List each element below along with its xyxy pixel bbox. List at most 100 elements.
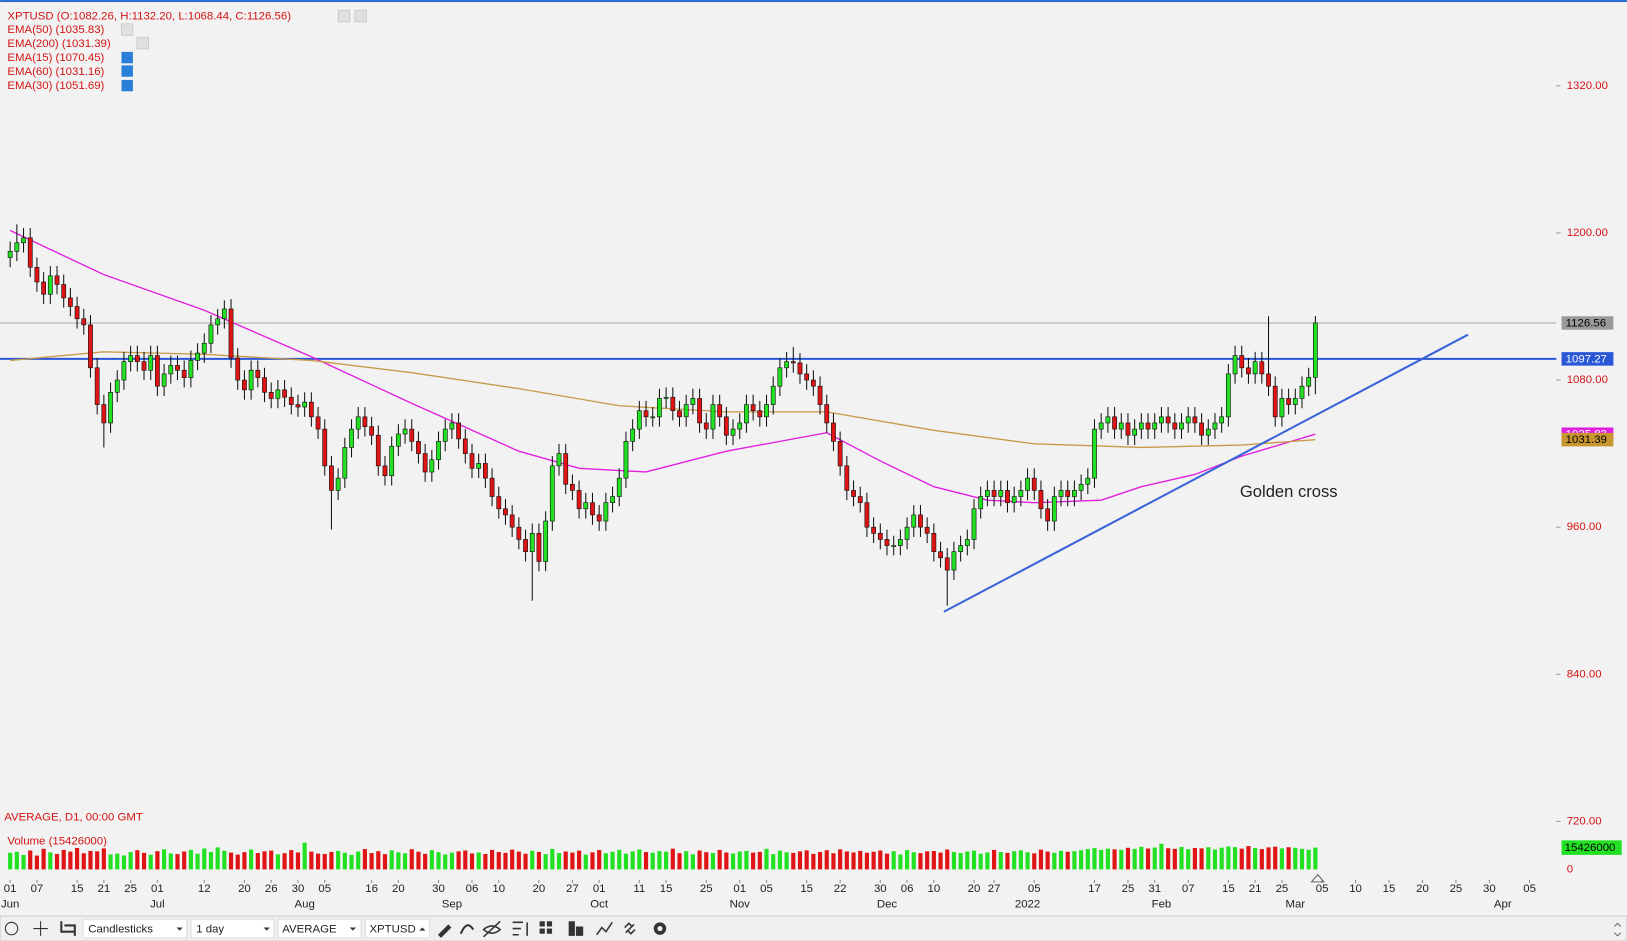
volume-bar — [610, 851, 615, 870]
volume-bar — [1239, 848, 1244, 870]
dropdown-arrow — [349, 927, 356, 931]
price-select[interactable] — [277, 918, 362, 939]
candle-body — [208, 324, 214, 344]
candle-body — [27, 237, 33, 268]
volume-bar — [804, 850, 809, 870]
candle-body — [201, 342, 207, 354]
volume-bar — [998, 852, 1003, 870]
x-tick-label: 30 — [432, 883, 445, 895]
candle-body — [342, 447, 348, 479]
candle-body — [1279, 398, 1285, 418]
volume-bar — [309, 851, 314, 870]
x-tick-label: 15 — [800, 883, 813, 895]
template-button[interactable] — [568, 921, 584, 936]
volume-bar — [945, 849, 950, 870]
volume-bar — [1259, 849, 1264, 870]
candle-body — [88, 324, 93, 369]
volume-bar — [1199, 848, 1204, 870]
candle-body — [703, 422, 709, 430]
toolbar: Candlesticks 1 day AVERAGE XPTUSD — [0, 915, 1627, 941]
volume-bar — [389, 850, 394, 870]
crosshair-button[interactable] — [33, 921, 48, 936]
candle-body — [1225, 373, 1231, 418]
volume-bar — [1099, 849, 1104, 870]
x-tick-label: 21 — [1249, 883, 1262, 895]
volume-bar — [1172, 848, 1177, 870]
symbol-select[interactable] — [364, 918, 431, 939]
crop-button[interactable] — [60, 921, 76, 936]
volume-bar — [115, 853, 120, 870]
candle-body — [590, 502, 595, 516]
x-tick-label: 10 — [928, 883, 941, 895]
candle-body — [1266, 373, 1271, 387]
x-tick-label: 05 — [1028, 883, 1041, 895]
x-tick-label: 30 — [1483, 883, 1496, 895]
candle-body — [489, 477, 495, 497]
candle-body — [1185, 416, 1191, 424]
x-tick-label: 01 — [151, 883, 164, 895]
link-button[interactable] — [624, 922, 636, 935]
hide-button[interactable] — [482, 920, 502, 938]
volume-bar — [1085, 849, 1090, 870]
volume-bar — [664, 851, 669, 870]
candle-body — [1078, 483, 1084, 491]
candle-body — [717, 404, 723, 418]
candle-body — [670, 396, 676, 412]
x-tick-label: 01 — [4, 883, 17, 895]
curve-button[interactable] — [459, 924, 475, 935]
volume-bar — [550, 848, 555, 870]
candle-body — [1192, 416, 1198, 424]
volume-bar — [242, 852, 247, 870]
candle-body — [723, 416, 729, 436]
volume-bar — [349, 854, 354, 870]
candle-body — [1051, 496, 1057, 522]
volume-bar — [891, 851, 896, 870]
month-label: Aug — [295, 899, 315, 911]
x-tick-label: 17 — [1088, 883, 1101, 895]
volume-bar — [958, 853, 963, 870]
volume-bar — [637, 849, 642, 870]
draw-button[interactable] — [437, 924, 452, 938]
candle-body — [871, 526, 876, 534]
candle-body — [1031, 477, 1037, 491]
volume-bar — [1219, 847, 1224, 870]
chart-type-select[interactable] — [82, 918, 188, 939]
indicator-button[interactable] — [596, 921, 613, 936]
candle-body — [1312, 322, 1318, 378]
candle-body — [134, 355, 140, 362]
x-tick-label: 25 — [1122, 883, 1135, 895]
volume-bar — [563, 851, 568, 870]
volume-bar — [791, 852, 796, 870]
sort-button[interactable] — [512, 921, 528, 936]
candle-body — [857, 496, 863, 503]
candle-body — [1085, 477, 1091, 485]
volume-bar — [182, 851, 187, 870]
volume-bar — [965, 851, 970, 870]
candle-body — [262, 377, 267, 393]
candle-body — [1011, 496, 1017, 503]
candle-body — [1152, 422, 1158, 430]
volume-bar — [1293, 847, 1298, 870]
interval-select[interactable] — [190, 918, 275, 939]
interval: 1 day — [196, 924, 224, 936]
info-button[interactable] — [4, 921, 19, 936]
volume-bar — [1139, 846, 1144, 870]
symbol-legend: XPTUSD (O:1082.26, H:1132.20, L:1068.44,… — [7, 11, 291, 23]
volume-bar — [1192, 847, 1197, 870]
scroll-button[interactable] — [1614, 922, 1622, 937]
volume-bar — [623, 853, 629, 870]
candle-body — [603, 502, 609, 522]
volume-bar — [396, 852, 401, 870]
candle-body — [155, 355, 160, 387]
candle-body — [764, 404, 769, 418]
candle-body — [543, 520, 549, 562]
candle-body — [790, 361, 796, 364]
candle-body — [817, 385, 823, 405]
volume-bar — [1212, 849, 1218, 870]
candle-body — [1045, 508, 1051, 522]
candle-body — [148, 355, 154, 371]
month-label: Nov — [730, 899, 751, 911]
candle-body — [951, 551, 957, 571]
layout-button[interactable] — [539, 921, 545, 927]
